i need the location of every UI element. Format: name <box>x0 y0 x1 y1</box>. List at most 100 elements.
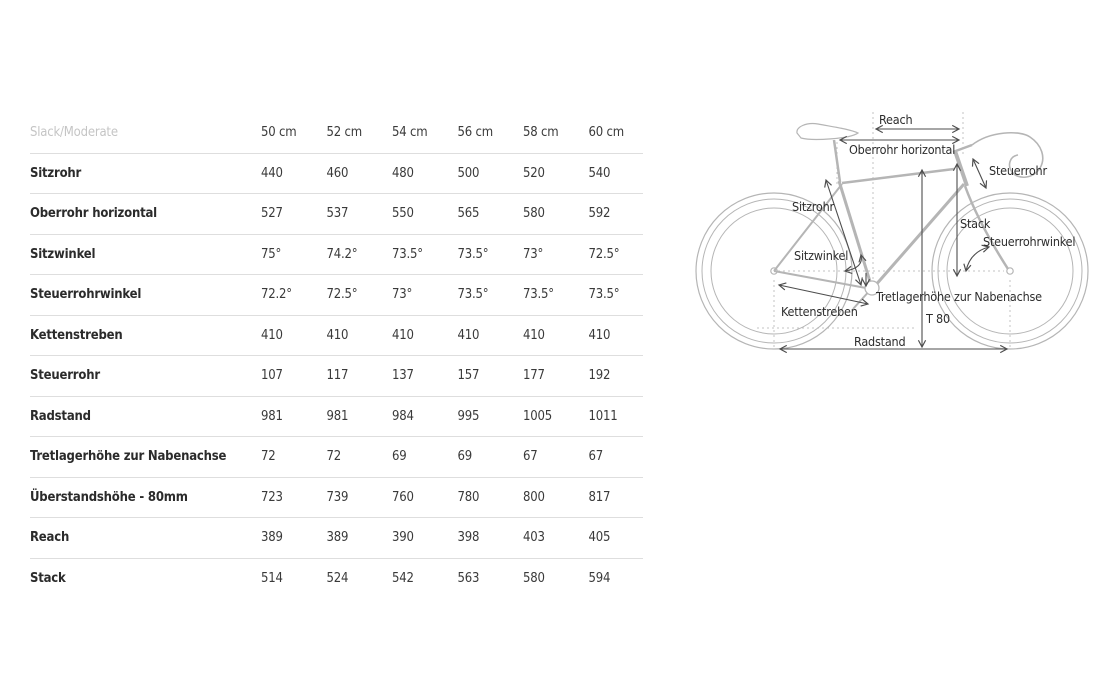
cell-value: 524 <box>326 570 349 586</box>
row-label: Kettenstreben <box>30 327 123 343</box>
cell-value: 542 <box>392 570 414 586</box>
cell-value: 514 <box>261 570 283 586</box>
cell-value: 73.5° <box>588 287 620 303</box>
cell-value: 69 <box>392 449 407 465</box>
cell-value: 74.2° <box>326 246 358 262</box>
cell-value: 739 <box>326 489 349 505</box>
column-header: 58 cm <box>523 125 559 141</box>
cell-value: 1005 <box>523 408 552 424</box>
table-row: Steuerrohrwinkel 72.2° 72.5° 73° 73.5° 73.5° 7… <box>30 275 643 316</box>
cell-value: 73.5° <box>457 287 489 303</box>
cell-value: 995 <box>457 408 480 424</box>
table-header-row: Slack/Moderate 50 cm 52 cm 54 cm 56 cm 58 cm 6… <box>30 113 643 154</box>
row-label: Sitzrohr <box>30 165 82 181</box>
column-header: 50 cm <box>261 125 297 141</box>
cell-value: 403 <box>523 530 545 546</box>
cell-value: 67 <box>588 449 604 465</box>
cell-value: 460 <box>326 165 349 181</box>
cell-value: 73.5° <box>457 246 489 262</box>
cell-value: 75° <box>261 246 282 262</box>
cell-value: 527 <box>261 206 283 222</box>
cockpit <box>796 122 1044 183</box>
cell-value: 984 <box>392 408 414 424</box>
column-header: 54 cm <box>392 125 428 141</box>
cell-value: 981 <box>326 408 349 424</box>
row-label: Steuerrohrwinkel <box>30 287 142 303</box>
diagram-label-radstand: Radstand <box>854 334 905 349</box>
cell-value: 72 <box>326 449 342 465</box>
diagram-labels: Reach Oberrohr horizontal Steuerrohr Sit… <box>781 112 1076 349</box>
cell-value: 723 <box>261 489 283 505</box>
cell-value: 540 <box>588 165 611 181</box>
cell-value: 594 <box>588 570 611 586</box>
cell-value: 72.5° <box>588 246 620 262</box>
diagram-label-sitzwinkel: Sitzwinkel <box>794 248 848 263</box>
cell-value: 72.5° <box>326 287 358 303</box>
chainstay-arrow <box>777 282 870 307</box>
cell-value: 410 <box>326 327 349 343</box>
diagram-label-reach: Reach <box>879 112 912 127</box>
dimension-arrows <box>777 124 1009 354</box>
cell-value: 480 <box>392 165 414 181</box>
headtube-arrow <box>971 157 988 190</box>
cell-value: 563 <box>457 570 480 586</box>
cell-value: 580 <box>523 206 545 222</box>
cell-value: 72 <box>261 449 276 465</box>
row-label: Stack <box>30 570 66 586</box>
cell-value: 67 <box>523 449 538 465</box>
diagram-label-sitzrohr: Sitzrohr <box>792 199 835 214</box>
cell-value: 410 <box>523 327 545 343</box>
cell-value: 410 <box>457 327 480 343</box>
table-row: Überstandshöhe - 80mm 723 739 760 780 800 817 <box>30 478 643 518</box>
cell-value: 73.5° <box>523 287 554 303</box>
cell-value: 537 <box>326 206 349 222</box>
front-wheel <box>931 192 1089 350</box>
diagram-label-oberrohr: Oberrohr horizontal <box>849 142 955 157</box>
row-label: Steuerrohr <box>30 368 100 384</box>
table-row: Reach 389 389 390 398 403 405 <box>30 518 643 559</box>
cell-value: 780 <box>457 489 480 505</box>
cell-value: 69 <box>457 449 473 465</box>
column-header: 52 cm <box>326 125 363 141</box>
cell-value: 592 <box>588 206 611 222</box>
row-label: Oberrohr horizontal <box>30 206 157 222</box>
table-title: Slack/Moderate <box>30 125 118 141</box>
diagram-label-t80: T 80 <box>925 311 950 326</box>
cell-value: 410 <box>588 327 611 343</box>
cell-value: 520 <box>523 165 545 181</box>
diagram-label-stack: Stack <box>960 216 991 231</box>
cell-value: 1011 <box>588 408 618 424</box>
row-label: Sitzwinkel <box>30 246 96 262</box>
cell-value: 72.2° <box>261 287 292 303</box>
diagram-label-steuerrohr: Steuerrohr <box>989 163 1047 178</box>
cell-value: 580 <box>523 570 545 586</box>
cell-value: 390 <box>392 530 414 546</box>
cell-value: 410 <box>392 327 414 343</box>
cell-value: 157 <box>457 368 480 384</box>
table-row: Sitzwinkel 75° 74.2° 73.5° 73.5° 73° 72.5° <box>30 235 643 275</box>
row-label: Tretlagerhöhe zur Nabenachse <box>30 449 227 465</box>
column-header: 56 cm <box>457 125 494 141</box>
table-row: Oberrohr horizontal 527 537 550 565 580 592 <box>30 194 643 235</box>
table-row: Stack 514 524 542 563 580 594 <box>30 559 643 599</box>
cell-value: 760 <box>392 489 414 505</box>
cell-value: 500 <box>457 165 480 181</box>
table-row: Sitzrohr 440 460 480 500 520 540 <box>30 154 643 194</box>
cell-value: 73° <box>392 287 413 303</box>
cell-value: 817 <box>588 489 611 505</box>
row-label: Reach <box>30 530 70 546</box>
column-header: 60 cm <box>588 125 625 141</box>
diagram-label-kettenstreben: Kettenstreben <box>781 304 858 319</box>
cell-value: 981 <box>261 408 283 424</box>
row-label: Überstandshöhe - 80mm <box>30 489 188 505</box>
table-row: Kettenstreben 410 410 410 410 410 410 <box>30 316 643 356</box>
geometry-table: Slack/Moderate 50 cm 52 cm 54 cm 56 cm 58 cm 6… <box>30 113 643 598</box>
cell-value: 398 <box>457 530 480 546</box>
cell-value: 800 <box>523 489 545 505</box>
cell-value: 410 <box>261 327 283 343</box>
row-label: Radstand <box>30 408 91 424</box>
diagram-label-tretlagerhoehe: Tretlagerhöhe zur Nabenachse <box>875 289 1042 304</box>
cell-value: 137 <box>392 368 414 384</box>
